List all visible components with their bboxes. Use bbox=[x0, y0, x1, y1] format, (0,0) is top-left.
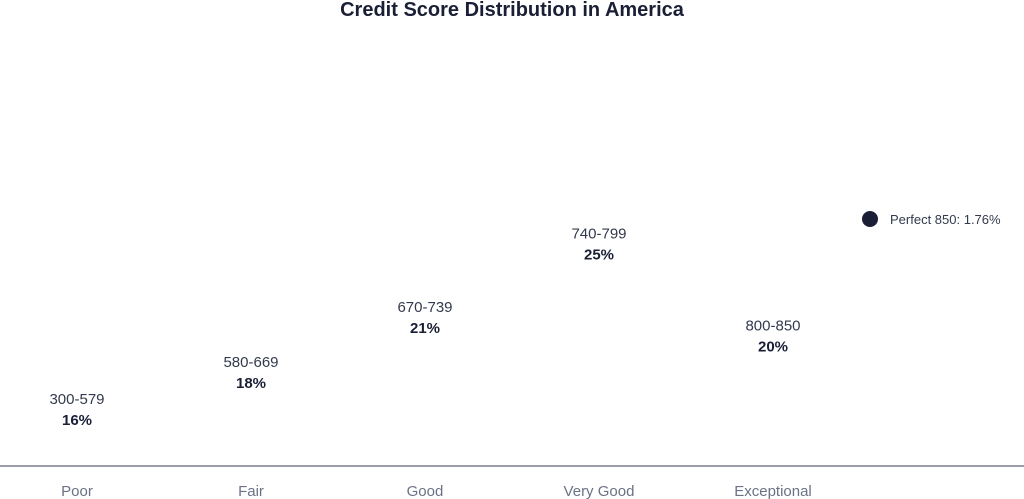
percent-label: 21% bbox=[410, 320, 440, 337]
x-tick-label: Exceptional bbox=[734, 483, 812, 499]
x-tick-label: Very Good bbox=[564, 483, 635, 499]
x-axis-ticks: Poor Fair Good Very Good Exceptional bbox=[61, 483, 812, 499]
range-label: 800-850 bbox=[745, 317, 800, 334]
perfect-score-label: Perfect 850: 1.76% bbox=[890, 212, 1001, 227]
range-label: 670-739 bbox=[397, 299, 452, 316]
x-tick-label: Fair bbox=[238, 483, 264, 499]
percent-label: 16% bbox=[62, 412, 92, 429]
percent-label: 20% bbox=[758, 338, 788, 355]
x-tick-label: Poor bbox=[61, 483, 93, 499]
range-label: 580-669 bbox=[223, 354, 278, 371]
range-label: 740-799 bbox=[571, 225, 626, 242]
range-label: 300-579 bbox=[49, 391, 104, 408]
percent-label: 18% bbox=[236, 375, 266, 392]
x-tick-label: Good bbox=[407, 483, 444, 499]
perfect-score-marker bbox=[862, 211, 878, 227]
legend: Perfect 850: 1.76% bbox=[862, 211, 1001, 227]
chart-title: Credit Score Distribution in America bbox=[340, 0, 685, 21]
data-labels: 300-579 16% 580-669 18% 670-739 21% 740-799 25%… bbox=[49, 225, 800, 429]
percent-label: 25% bbox=[584, 246, 614, 263]
